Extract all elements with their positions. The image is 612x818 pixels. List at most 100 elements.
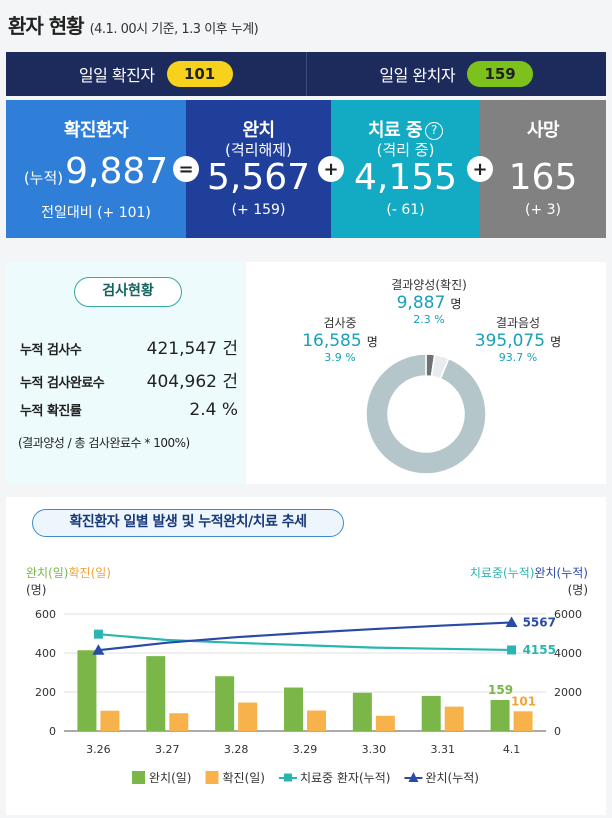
stat-total-confirmed: 확진환자 (누적)9,887 전일대비 (+ 101) (6, 100, 186, 238)
test-row-total: 누적 검사수 421,547 건 (20, 334, 238, 359)
bar-confirm-daily (307, 710, 326, 731)
legend-label: 확진(일) (222, 771, 264, 785)
stat-released-value: 5,567 (206, 157, 311, 198)
right-axis-unit: (명) (568, 583, 588, 597)
legend-item: 완치(누적) (404, 771, 479, 785)
right-tick-label: 4000 (554, 647, 582, 660)
stat-total-title: 확진환자 (63, 120, 129, 141)
pie-label-positive: 결과양성(확진) 9,887 명 2.3 % (374, 276, 484, 326)
line-release-cum-marker (92, 644, 105, 655)
daily-released-badge: 159 (467, 61, 534, 87)
test-result-donut (365, 353, 487, 475)
left-tick-label: 400 (35, 647, 56, 660)
legend-label: 완치(일) (149, 771, 191, 785)
right-tick-label: 6000 (554, 608, 582, 621)
pie-label-figure: 395,075 명 (468, 331, 568, 351)
right-axis-title: 치료중(누적)완치(누적) (470, 566, 588, 580)
daily-summary-bar: 일일 확진자 101 일일 완치자 159 (6, 52, 606, 96)
stat-treat-title-row: 치료 중? (331, 116, 480, 142)
test-row-label: 누적 확진률 (20, 404, 82, 419)
pie-label-value: 395,075 (474, 331, 546, 351)
daily-confirmed-label: 일일 확진자 (78, 66, 155, 85)
bar-release-daily (421, 695, 441, 731)
pie-label-value: 9,887 (396, 293, 446, 313)
bar-confirm-daily (100, 710, 120, 731)
test-rate-note: (결과양성 / 총 검사완료수 * 100%) (18, 436, 190, 450)
pie-label-unit: 명 (550, 335, 562, 349)
bar-release-daily (490, 699, 510, 731)
pie-label-percent: 93.7 % (498, 351, 538, 364)
pie-label-figure: 16,585 명 (300, 331, 380, 351)
line-treat-cum-marker (93, 629, 103, 639)
stat-deaths: 사망 165 (+ 3) (480, 100, 606, 238)
test-status-title: 검사현황 (74, 277, 182, 307)
bar-release-daily (352, 692, 372, 731)
trend-chart-panel: 확진환자 일별 발생 및 누적완치/치료 추세 완치(일)확진(일) (명) 치료중… (6, 497, 606, 815)
bar-confirm-daily (375, 715, 395, 731)
daily-released-label: 일일 완치자 (379, 66, 456, 85)
legend-item: 치료중 환자(누적) (278, 771, 390, 785)
bar-release-daily (77, 650, 97, 731)
page-header: 환자 현황 (4.1. 00시 기준, 1.3 이후 누계) (8, 10, 259, 40)
stat-released-title: 완치 (242, 120, 275, 141)
left-tick-label: 200 (35, 686, 56, 699)
legend-swatch (205, 771, 219, 784)
page-subtitle: (4.1. 00시 기준, 1.3 이후 누계) (89, 22, 259, 37)
equals-icon: = (173, 156, 199, 182)
pie-label-percent: 3.9 % (324, 351, 356, 364)
bar-confirm-daily (169, 713, 189, 731)
pie-label-name: 결과양성(확진) (391, 278, 467, 292)
bar-confirm-daily (238, 702, 258, 731)
right-tick-label: 2000 (554, 686, 582, 699)
right-tick-label: 0 (554, 725, 561, 738)
test-row-value: 404,962 건 (146, 372, 238, 392)
line-treat-cum-marker (507, 645, 517, 655)
test-row-rate: 누적 확진률 2.4 % (20, 400, 238, 420)
stat-treat-change: (- 61) (386, 202, 425, 218)
annotation-treat-cum: 4155 (523, 643, 556, 657)
stat-total-prefix: (누적) (23, 169, 64, 187)
pie-label-value: 16,585 (302, 331, 362, 351)
legend-marker (283, 773, 292, 782)
test-row-label: 누적 검사완료수 (20, 376, 105, 391)
stat-total-value: 9,887 (65, 151, 169, 192)
trend-chart-title: 확진환자 일별 발생 및 누적완치/치료 추세 (32, 509, 344, 537)
bar-confirm-daily (513, 711, 533, 731)
page-title: 환자 현황 (8, 14, 85, 38)
left-axis-title-release: 완치(일) (26, 566, 68, 580)
x-tick-label: 3.27 (155, 743, 180, 756)
stat-deaths-value: 165 (508, 157, 578, 198)
test-row-value: 421,547 건 (146, 339, 238, 359)
x-tick-label: 3.31 (430, 743, 455, 756)
stat-in-treatment: 치료 중? (격리 중) 4,155 (- 61) (331, 100, 480, 238)
pie-label-name: 결과음성 (495, 316, 541, 330)
question-circle-icon[interactable]: ? (424, 122, 443, 140)
daily-confirmed: 일일 확진자 101 (6, 52, 306, 96)
x-tick-label: 3.30 (362, 743, 387, 756)
annotation-confirm-daily: 101 (511, 694, 536, 708)
stat-treat-title: 치료 중 (368, 120, 422, 141)
stat-total-change: 전일대비 (+ 101) (41, 205, 151, 221)
daily-released: 일일 완치자 159 (305, 52, 607, 96)
pie-label-name: 검사중 (323, 316, 357, 330)
legend-label: 치료중 환자(누적) (300, 771, 390, 785)
x-tick-label: 3.26 (86, 743, 111, 756)
pie-label-negative: 결과음성 395,075 명 93.7 % (468, 314, 568, 364)
x-tick-label: 4.1 (503, 743, 521, 756)
pie-label-figure: 9,887 명 (374, 293, 484, 313)
donut-slice-negative (365, 353, 487, 475)
line-treat-cum (98, 633, 512, 652)
left-tick-label: 600 (35, 608, 56, 621)
pie-label-unit: 명 (366, 335, 378, 349)
legend-label: 완치(누적) (425, 771, 479, 785)
stat-treat-value: 4,155 (353, 157, 458, 198)
right-axis-title-treat: 치료중(누적) (470, 566, 535, 580)
pie-label-unit: 명 (450, 297, 462, 311)
legend-marker (408, 772, 419, 782)
left-axis-title: 완치(일)확진(일) (26, 566, 111, 580)
line-release-cum-marker (505, 616, 518, 627)
annotation-release-cum: 5567 (523, 615, 556, 629)
x-tick-label: 3.28 (224, 743, 249, 756)
annotation-release-daily: 159 (488, 683, 513, 697)
